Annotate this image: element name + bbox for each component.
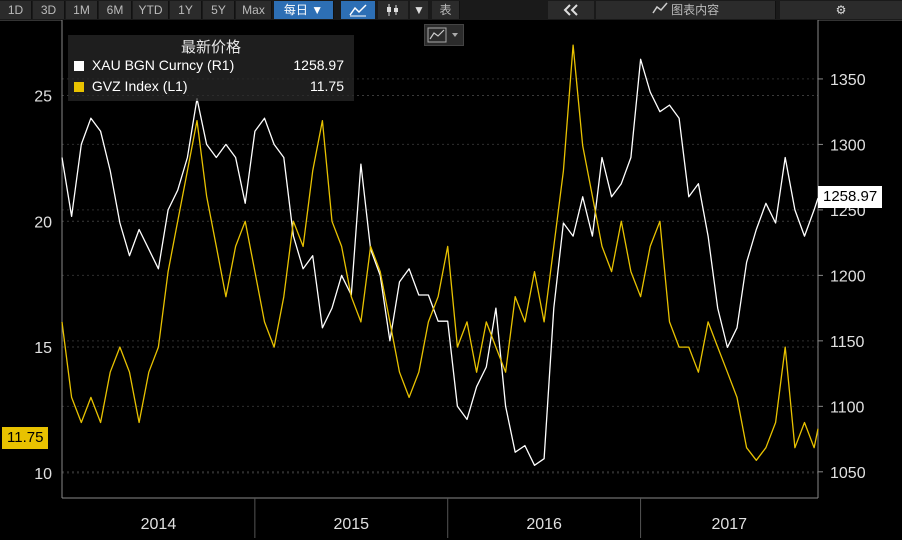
y-left-tick-label: 20 — [34, 214, 52, 231]
x-axis-labels: 2014 2015 2016 2017 — [141, 498, 747, 538]
y-right-tick-label: 1150 — [830, 334, 865, 351]
y-left-tick-label: 10 — [34, 466, 52, 483]
y-left-tick-label: 15 — [34, 340, 52, 357]
last-value-tag-right: 1258.97 — [818, 186, 883, 208]
period-6m-button[interactable]: 6M — [99, 1, 132, 19]
legend-title: 最新价格 — [180, 39, 241, 56]
mini-line-chart-icon — [427, 27, 458, 43]
chart-content-label: 图表内容 — [671, 3, 720, 17]
last-value-tag-left: 11.75 — [2, 427, 49, 449]
y-right-tick-label: 1200 — [830, 268, 866, 285]
y-right-tick-label: 1050 — [830, 465, 866, 482]
table-button[interactable]: 表 — [432, 1, 460, 19]
x-tick-label: 2014 — [141, 516, 177, 533]
series-line-gvz — [61, 44, 819, 461]
legend-value-gvz: 11.75 — [310, 78, 344, 94]
candlestick-icon[interactable] — [378, 1, 408, 19]
frequency-label: 每日 — [283, 3, 308, 17]
dropdown-arrow-icon: ▼ — [311, 3, 324, 17]
legend-label-gvz: GVZ Index (L1) — [91, 78, 188, 94]
series-line-xau — [61, 58, 819, 466]
period-1y-button[interactable]: 1Y — [170, 1, 202, 19]
toolbar: 1D 3D 1M 6M YTD 1Y 5Y Max 每日 ▼ ▼ 表 图表内容 … — [0, 0, 902, 21]
y-left-tick-label: 25 — [34, 88, 52, 105]
period-1m-button[interactable]: 1M — [66, 1, 98, 19]
period-max-button[interactable]: Max — [236, 1, 272, 19]
gear-icon[interactable]: ⚙ — [780, 1, 902, 19]
double-chevron-left-icon[interactable] — [548, 1, 594, 19]
frequency-dropdown[interactable]: 每日 ▼ — [274, 1, 334, 19]
chart-series-layer — [61, 44, 819, 466]
legend-swatch-xau — [74, 61, 84, 71]
period-5y-button[interactable]: 5Y — [203, 1, 235, 19]
period-ytd-button[interactable]: YTD — [133, 1, 169, 19]
x-tick-label: 2015 — [333, 516, 369, 533]
chart-content-icon — [652, 2, 668, 17]
x-tick-label: 2017 — [711, 516, 747, 533]
y-right-tick-label: 1100 — [830, 399, 865, 416]
y-right-tick-label: 1300 — [830, 137, 866, 154]
x-tick-label: 2016 — [526, 516, 562, 533]
period-1d-button[interactable]: 1D — [0, 1, 32, 19]
line-chart-icon[interactable] — [341, 1, 375, 19]
legend: 最新价格 XAU BGN Curncy (R1) 1258.97 GVZ Ind… — [68, 35, 354, 101]
legend-label-xau: XAU BGN Curncy (R1) — [91, 57, 235, 73]
period-3d-button[interactable]: 3D — [33, 1, 65, 19]
dropdown-arrow-icon[interactable]: ▼ — [410, 1, 428, 19]
legend-swatch-gvz — [74, 82, 84, 92]
chart-content-button[interactable]: 图表内容 — [596, 1, 776, 19]
legend-item-gvz: GVZ Index (L1) 11.75 — [74, 77, 348, 95]
legend-value-xau: 1258.97 — [293, 57, 344, 73]
legend-item-xau: XAU BGN Curncy (R1) 1258.97 — [74, 56, 348, 74]
chart-type-mini-button[interactable] — [424, 24, 464, 46]
y-right-tick-label: 1350 — [830, 72, 866, 89]
